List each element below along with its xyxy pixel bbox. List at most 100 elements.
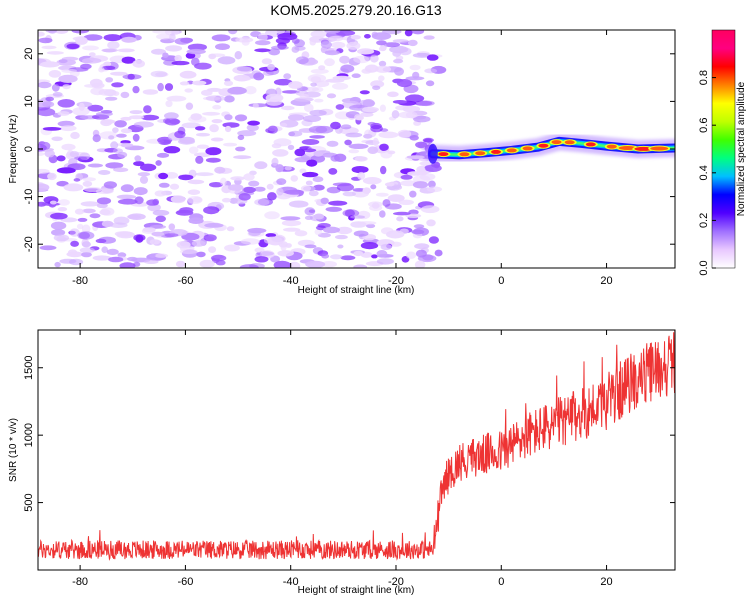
noise-blob	[204, 223, 224, 228]
noise-blob	[92, 134, 101, 143]
noise-blob	[367, 121, 377, 126]
noise-blob	[387, 91, 399, 98]
noise-blob	[357, 171, 366, 180]
noise-blob	[199, 259, 215, 268]
noise-blob	[413, 115, 431, 123]
noise-blob	[305, 260, 326, 268]
noise-blob	[391, 110, 400, 119]
noise-blob	[87, 104, 104, 112]
noise-blob	[387, 150, 396, 155]
noise-blob	[337, 244, 344, 249]
noise-blob	[196, 144, 209, 149]
noise-blob	[345, 132, 363, 138]
noise-blob	[101, 246, 108, 253]
noise-blob	[66, 251, 84, 258]
noise-blob	[158, 182, 170, 188]
noise-blob	[312, 86, 324, 93]
noise-blob	[294, 230, 308, 237]
noise-blob	[203, 234, 217, 242]
noise-blob	[271, 157, 279, 166]
noise-blob	[353, 55, 370, 64]
noise-blob	[201, 89, 213, 96]
colorbar-tick-label: 0.0	[698, 260, 710, 275]
noise-blob	[370, 124, 383, 133]
noise-blob	[73, 178, 81, 182]
noise-blob	[98, 66, 105, 73]
noise-blob	[331, 41, 346, 49]
noise-blob	[422, 137, 434, 143]
noise-blob	[38, 183, 50, 192]
noise-blob	[350, 35, 361, 40]
noise-blob	[70, 240, 79, 247]
y-tick-label: -10	[23, 189, 35, 205]
noise-blob	[276, 187, 284, 196]
noise-blob	[335, 30, 356, 36]
noise-blob	[392, 50, 402, 57]
noise-blob	[224, 95, 235, 103]
spectrogram-panel: -80 -60 -40 -20 0 20 -20 -10 0 10 20 Height of st…	[8, 29, 676, 296]
noise-blob	[38, 151, 45, 156]
snr-plot-area	[38, 330, 675, 570]
noise-blob	[103, 61, 112, 67]
noise-blob	[304, 207, 316, 216]
noise-blob	[328, 35, 344, 42]
noise-blob	[299, 168, 307, 174]
noise-blob	[174, 130, 186, 139]
noise-blob	[196, 251, 206, 258]
noise-blob	[103, 34, 122, 42]
noise-blob	[57, 120, 75, 127]
noise-blob	[380, 243, 392, 251]
noise-blob	[364, 34, 371, 39]
x-tick-label: 0	[498, 275, 504, 287]
noise-blob	[195, 172, 214, 177]
noise-blob	[195, 126, 206, 131]
noise-blob	[239, 264, 259, 268]
signal-hotspot-red	[618, 146, 637, 150]
noise-blob	[313, 213, 324, 220]
noise-blob	[236, 66, 252, 72]
noise-blob	[254, 161, 268, 170]
noise-blob	[313, 151, 324, 157]
noise-blob	[405, 94, 425, 103]
colorbar-gradient	[711, 29, 736, 269]
noise-blob	[179, 136, 195, 144]
noise-blob	[95, 111, 113, 117]
noise-blob	[212, 104, 222, 110]
noise-blob	[51, 229, 66, 236]
noise-blob	[132, 59, 145, 68]
noise-blob	[187, 43, 207, 51]
noise-blob	[205, 157, 221, 163]
noise-blob	[375, 192, 389, 197]
noise-blob	[294, 157, 311, 163]
noise-blob	[234, 114, 248, 122]
noise-blob	[235, 146, 246, 152]
noise-blob	[152, 209, 170, 216]
noise-blob	[342, 209, 360, 217]
noise-blob	[397, 129, 412, 138]
noise-blob	[254, 247, 265, 253]
noise-blob	[411, 30, 425, 35]
noise-blob	[63, 183, 84, 192]
noise-blob	[290, 175, 299, 182]
noise-blob	[314, 98, 324, 103]
signal-hotspot-red	[475, 151, 486, 156]
spectrogram-y-ticks: -20 -10 0 10 20	[23, 48, 675, 252]
noise-blob	[51, 83, 60, 92]
noise-blob	[149, 253, 156, 258]
noise-blob	[157, 136, 173, 144]
noise-blob	[426, 219, 436, 227]
noise-blob	[129, 115, 145, 120]
noise-blob	[66, 43, 80, 50]
noise-blob	[400, 174, 413, 180]
noise-blob	[310, 68, 329, 74]
noise-blob	[221, 197, 232, 203]
colorbar-tick-label: 0.8	[698, 70, 710, 85]
noise-blob	[330, 254, 343, 260]
signal-hotspot-red	[522, 146, 533, 151]
noise-blob	[375, 65, 392, 73]
noise-blob	[396, 216, 404, 222]
noise-blob	[261, 58, 273, 65]
noise-blob	[405, 76, 425, 81]
noise-blob	[324, 30, 341, 34]
noise-blob	[376, 258, 394, 265]
